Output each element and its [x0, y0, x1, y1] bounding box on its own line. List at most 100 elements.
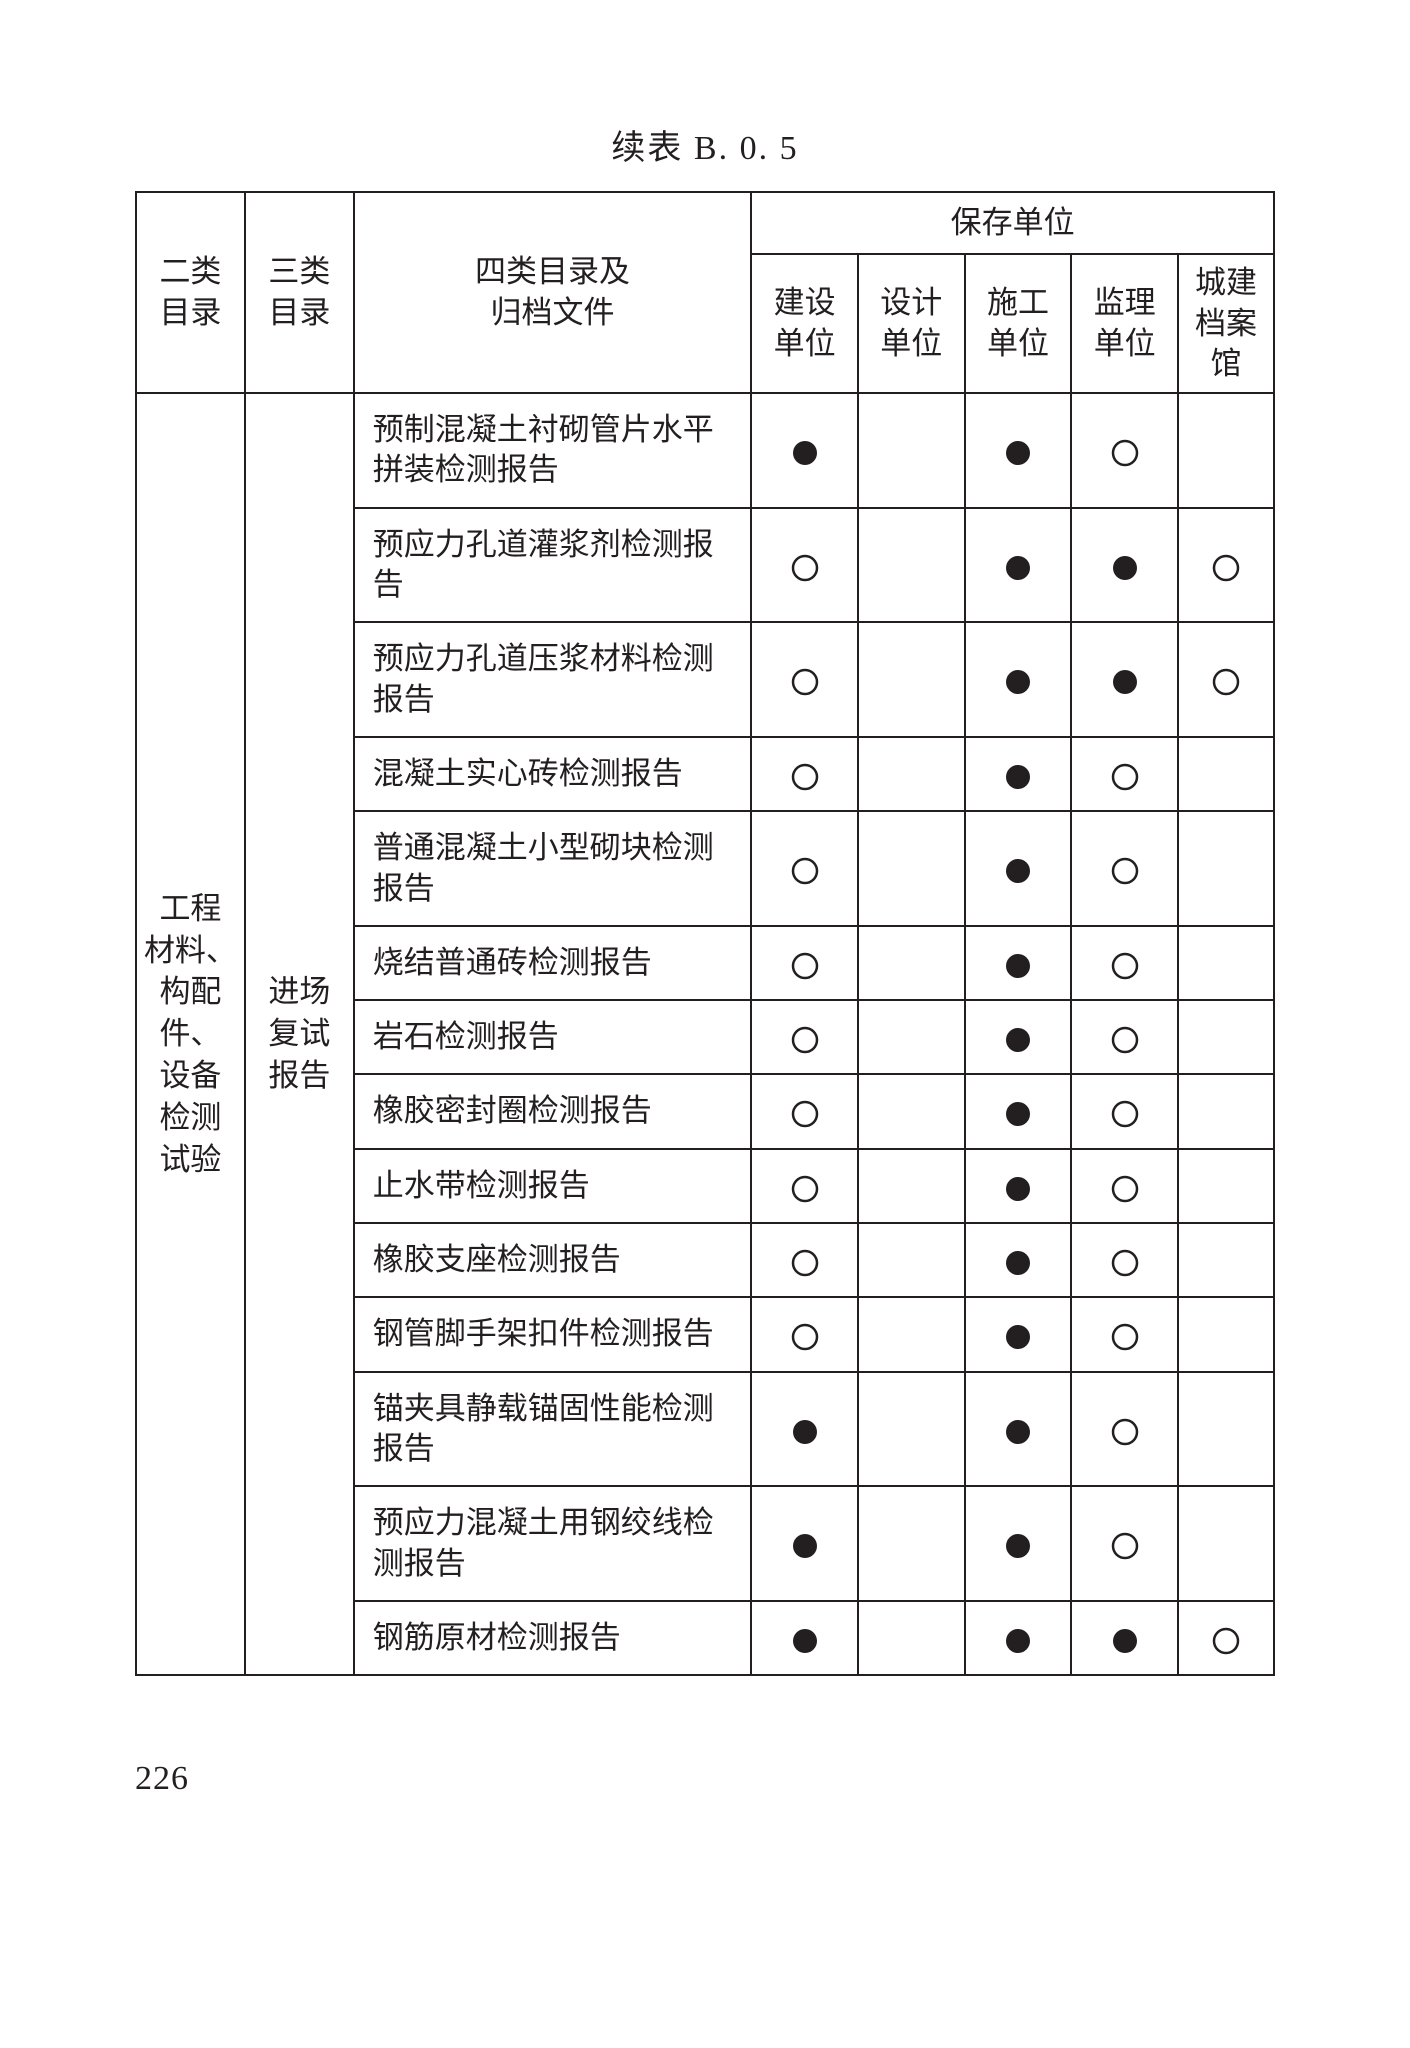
mark-filled-icon [1003, 1025, 1033, 1055]
mark-cell [965, 622, 1072, 737]
file-cell: 预制混凝土衬砌管片水平拼装检测报告 [354, 393, 751, 508]
mark-cell [751, 508, 858, 623]
mark-cell [751, 1297, 858, 1371]
mark-hollow-icon [1110, 438, 1140, 468]
mark-hollow-icon [790, 762, 820, 792]
mark-hollow-icon [1110, 1025, 1140, 1055]
mark-cell [1178, 393, 1274, 508]
mark-filled-icon [790, 1626, 820, 1656]
mark-cell [751, 737, 858, 811]
mark-cell [751, 393, 858, 508]
mark-filled-icon [1003, 1322, 1033, 1352]
mark-filled-icon [1003, 553, 1033, 583]
mark-filled-icon [790, 1531, 820, 1561]
mark-cell [858, 393, 965, 508]
mark-cell [1071, 811, 1178, 926]
header-unit-1: 设计单位 [858, 254, 965, 393]
mark-cell [965, 1297, 1072, 1371]
mark-hollow-icon [790, 1248, 820, 1278]
mark-hollow-icon [790, 1322, 820, 1352]
page-number: 226 [135, 1760, 189, 1798]
mark-hollow-icon [1110, 856, 1140, 886]
file-cell: 锚夹具静载锚固性能检测报告 [354, 1372, 751, 1487]
mark-cell [1178, 1372, 1274, 1487]
mark-hollow-icon [1211, 667, 1241, 697]
mark-cell [1178, 1223, 1274, 1297]
mark-cell [1071, 1000, 1178, 1074]
mark-filled-icon [1003, 762, 1033, 792]
mark-cell [965, 1000, 1072, 1074]
file-cell: 橡胶支座检测报告 [354, 1223, 751, 1297]
mark-cell [1071, 1074, 1178, 1148]
mark-hollow-icon [790, 1025, 820, 1055]
file-cell: 普通混凝土小型砌块检测报告 [354, 811, 751, 926]
mark-cell [1178, 1297, 1274, 1371]
mark-hollow-icon [1110, 1417, 1140, 1447]
mark-cell [965, 1149, 1072, 1223]
mark-filled-icon [1003, 951, 1033, 981]
mark-cell [1178, 1486, 1274, 1601]
header-unit-2: 施工单位 [965, 254, 1072, 393]
mark-cell [1178, 811, 1274, 926]
mark-cell [751, 1372, 858, 1487]
mark-hollow-icon [1110, 951, 1140, 981]
mark-cell [751, 622, 858, 737]
mark-cell [1071, 1223, 1178, 1297]
mark-cell [858, 1223, 965, 1297]
mark-cell [858, 1000, 965, 1074]
cat2-cell: 工程材料、构配件、设备检测试验 [136, 393, 245, 1675]
mark-cell [965, 1486, 1072, 1601]
mark-cell [1071, 622, 1178, 737]
table-body: 工程材料、构配件、设备检测试验进场复试报告预制混凝土衬砌管片水平拼装检测报告预应… [136, 393, 1274, 1675]
file-cell: 橡胶密封圈检测报告 [354, 1074, 751, 1148]
mark-cell [965, 926, 1072, 1000]
archive-table: 二类目录 三类目录 四类目录及归档文件 保存单位 建设单位设计单位施工单位监理单… [135, 191, 1275, 1676]
mark-filled-icon [1003, 1626, 1033, 1656]
file-cell: 烧结普通砖检测报告 [354, 926, 751, 1000]
header-unit-4: 城建档案馆 [1178, 254, 1274, 393]
mark-cell [858, 1297, 965, 1371]
mark-cell [751, 1000, 858, 1074]
mark-filled-icon [1003, 667, 1033, 697]
mark-hollow-icon [790, 1174, 820, 1204]
mark-filled-icon [1110, 667, 1140, 697]
mark-hollow-icon [1110, 1322, 1140, 1352]
mark-hollow-icon [1211, 553, 1241, 583]
mark-hollow-icon [1110, 1174, 1140, 1204]
mark-cell [751, 811, 858, 926]
mark-filled-icon [1003, 1174, 1033, 1204]
mark-hollow-icon [1110, 1531, 1140, 1561]
table-header-row-1: 二类目录 三类目录 四类目录及归档文件 保存单位 [136, 192, 1274, 254]
mark-filled-icon [1110, 1626, 1140, 1656]
mark-cell [965, 1223, 1072, 1297]
file-cell: 预应力孔道压浆材料检测报告 [354, 622, 751, 737]
mark-cell [965, 737, 1072, 811]
header-cat2: 二类目录 [136, 192, 245, 393]
mark-hollow-icon [1110, 1248, 1140, 1278]
header-group: 保存单位 [751, 192, 1274, 254]
header-file: 四类目录及归档文件 [354, 192, 751, 393]
mark-filled-icon [1003, 438, 1033, 468]
mark-cell [751, 1486, 858, 1601]
mark-filled-icon [790, 438, 820, 468]
mark-cell [858, 622, 965, 737]
mark-filled-icon [1003, 1531, 1033, 1561]
mark-cell [1178, 737, 1274, 811]
mark-cell [858, 508, 965, 623]
mark-cell [858, 1074, 965, 1148]
mark-cell [1178, 926, 1274, 1000]
mark-cell [858, 1486, 965, 1601]
mark-cell [1178, 1074, 1274, 1148]
mark-filled-icon [790, 1417, 820, 1447]
mark-cell [1071, 393, 1178, 508]
mark-filled-icon [1110, 553, 1140, 583]
mark-cell [965, 508, 1072, 623]
mark-cell [751, 926, 858, 1000]
mark-hollow-icon [1110, 1099, 1140, 1129]
mark-hollow-icon [790, 856, 820, 886]
mark-cell [1071, 1149, 1178, 1223]
mark-filled-icon [1003, 1099, 1033, 1129]
mark-cell [858, 1601, 965, 1675]
file-cell: 混凝土实心砖检测报告 [354, 737, 751, 811]
header-unit-0: 建设单位 [751, 254, 858, 393]
